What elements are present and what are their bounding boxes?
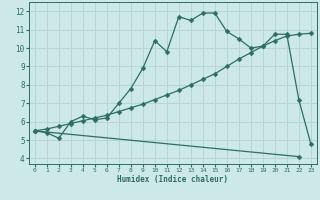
X-axis label: Humidex (Indice chaleur): Humidex (Indice chaleur): [117, 175, 228, 184]
